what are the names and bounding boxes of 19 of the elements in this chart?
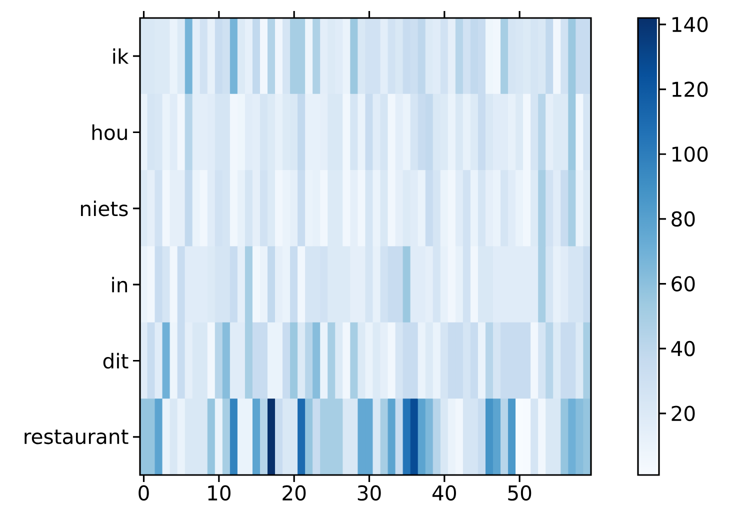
color-bar-label: 20 bbox=[672, 406, 695, 422]
y-tick-label: niets bbox=[81, 200, 128, 216]
y-tick-label: restaurant bbox=[24, 430, 128, 444]
y-tick-label: ik bbox=[113, 48, 129, 64]
x-tick-label: 20 bbox=[282, 485, 306, 501]
x-tick-label: 50 bbox=[508, 485, 532, 501]
color-bar-label: 120 bbox=[672, 82, 708, 97]
x-tick-label: 10 bbox=[208, 485, 230, 501]
color-bar-label: 140 bbox=[672, 16, 708, 32]
y-tick-label: dit bbox=[103, 352, 128, 369]
color-bar-label: 80 bbox=[672, 211, 695, 227]
x-tick-label: 0 bbox=[138, 485, 149, 501]
y-tick-label: in bbox=[112, 276, 128, 292]
color-bar-label: 60 bbox=[672, 276, 695, 292]
y-tick-label: hou bbox=[92, 124, 127, 140]
color-bar-label: 40 bbox=[671, 340, 695, 356]
x-tick-label: 30 bbox=[358, 485, 381, 501]
color-bar-label: 100 bbox=[672, 146, 708, 162]
x-tick-label: 40 bbox=[432, 485, 456, 501]
